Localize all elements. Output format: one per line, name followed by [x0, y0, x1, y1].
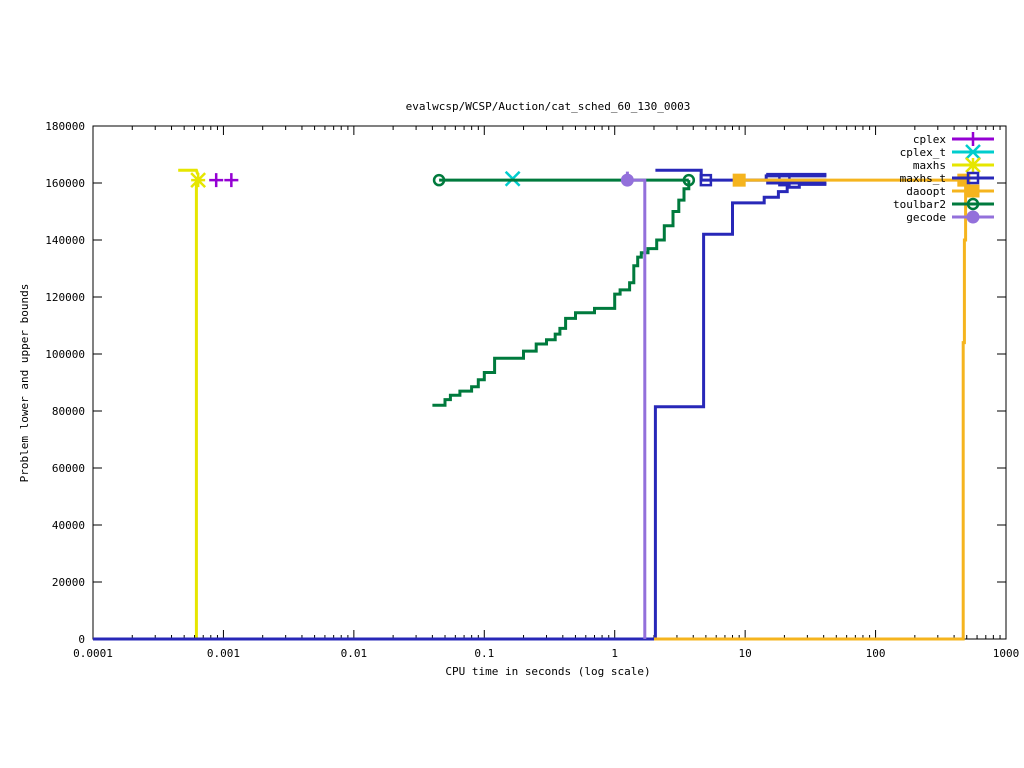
legend-label: gecode: [906, 211, 946, 224]
legend-marker-gecode: [966, 210, 980, 224]
y-tick-label: 20000: [52, 576, 85, 589]
x-tick-label: 1: [611, 647, 618, 660]
y-axis-label: Problem lower and upper bounds: [18, 284, 31, 483]
data-point-gecode: [620, 173, 634, 187]
x-tick-label: 10: [739, 647, 752, 660]
legend-label: maxhs: [913, 159, 946, 172]
legend-item-maxhs: maxhs: [913, 157, 994, 173]
data-point-maxhs-t: [699, 173, 713, 187]
series-line-gecode: [625, 171, 647, 639]
legend-item-cplex-t: cplex_t: [900, 144, 994, 160]
y-tick-label: 180000: [45, 120, 85, 133]
x-tick-label: 0.01: [341, 647, 368, 660]
y-tick-label: 60000: [52, 462, 85, 475]
plot-frame: [92, 125, 1007, 640]
data-point-maxhs: [190, 172, 207, 189]
legend-marker-cplex: [966, 132, 980, 146]
legend-marker-daoopt: [966, 184, 980, 198]
legend-marker-toulbar2: [966, 197, 980, 211]
x-tick-label: 100: [866, 647, 886, 660]
series-line-daoopt: [654, 180, 968, 641]
series-line-toulbar2: [432, 180, 691, 407]
legend-item-daoopt: daoopt: [906, 184, 994, 198]
x-tick-label: 0.0001: [73, 647, 113, 660]
data-point-daoopt: [732, 173, 746, 187]
x-tick-label: 0.001: [207, 647, 240, 660]
data-point-cplex: [224, 173, 239, 188]
series-cplex: [209, 173, 239, 188]
chart-title: evalwcsp/WCSP/Auction/cat_sched_60_130_0…: [406, 100, 691, 113]
data-point-toulbar2: [682, 173, 696, 187]
legend-label: cplex: [913, 133, 946, 146]
series-maxhs: [93, 168, 207, 641]
x-tick-label: 1000: [993, 647, 1020, 660]
series-gecode: [620, 171, 647, 639]
y-tick-label: 100000: [45, 348, 85, 361]
legend-item-cplex: cplex: [913, 132, 994, 146]
axes: 0 20000 40000 60000 80000 100000 120000 140000 1…: [45, 120, 1019, 660]
legend-item-maxhs-t: maxhs_t: [900, 171, 994, 185]
series-line-maxhs: [178, 168, 200, 176]
y-tick-label: 40000: [52, 519, 85, 532]
legend-marker-maxhs-t: [966, 171, 980, 185]
y-tick-label: 140000: [45, 234, 85, 247]
y-tick-label: 0: [78, 633, 85, 646]
y-tick-label: 160000: [45, 177, 85, 190]
legend-item-toulbar2: toulbar2: [893, 197, 994, 211]
series-toulbar2: [432, 173, 696, 407]
legend-label: daoopt: [906, 185, 946, 198]
x-axis-label: CPU time in seconds (log scale): [445, 665, 650, 678]
data-point-cplex: [209, 173, 224, 188]
data-point-toulbar2: [432, 173, 446, 187]
series-layer: [93, 168, 971, 641]
series-line-maxhs-t: [93, 182, 827, 641]
legend-marker-cplex-t: [965, 144, 981, 160]
legend-marker-maxhs: [965, 157, 981, 173]
legend-label: toulbar2: [893, 198, 946, 211]
y-tick-label: 120000: [45, 291, 85, 304]
legend: cplexcplex_tmaxhsmaxhs_tdaoopttoulbar2ge…: [893, 132, 994, 224]
legend-label: cplex_t: [900, 146, 946, 159]
legend-label: maxhs_t: [900, 172, 946, 185]
series-maxhs-t: [93, 168, 827, 641]
x-tick-label: 0.1: [474, 647, 494, 660]
y-tick-label: 80000: [52, 405, 85, 418]
legend-item-gecode: gecode: [906, 210, 994, 224]
